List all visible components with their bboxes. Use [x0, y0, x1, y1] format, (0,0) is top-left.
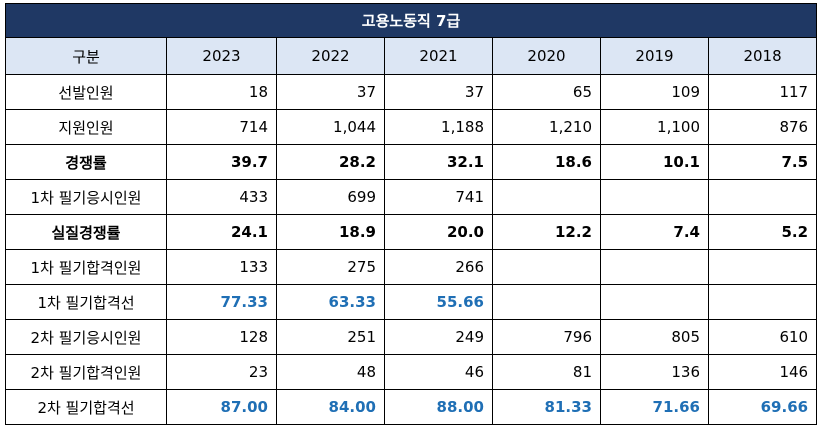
table-cell: 55.66: [384, 284, 493, 320]
table-cell: 46: [384, 354, 493, 390]
table-cell: 1,188: [384, 109, 493, 145]
table-cell: 1,210: [492, 109, 601, 145]
table-row: 지원인원 714 1,044 1,188 1,210 1,100 876: [5, 109, 818, 145]
competition-table-container: 고용노동직 7급 구분 2023 2022 2021 2020 2019 201…: [4, 3, 818, 425]
table-cell: 136: [600, 354, 709, 390]
row-label: 2차 필기합격인원: [5, 354, 167, 390]
table-cell: 741: [384, 179, 493, 215]
table-title: 고용노동직 7급: [4, 3, 818, 38]
table-cell: 28.2: [276, 144, 385, 180]
table-cell: 117: [707, 74, 818, 110]
table-cell: 714: [166, 109, 277, 145]
table-cell: 1,100: [600, 109, 709, 145]
header-year: 2018: [707, 37, 818, 75]
table-row: 경쟁률 39.7 28.2 32.1 18.6 10.1 7.5: [5, 144, 818, 180]
competition-table: 고용노동직 7급 구분 2023 2022 2021 2020 2019 201…: [4, 3, 818, 425]
table-cell: 81.33: [492, 389, 601, 425]
table-cell: 133: [166, 249, 277, 285]
header-label: 구분: [5, 37, 167, 75]
row-label: 경쟁률: [5, 144, 167, 180]
table-cell: 109: [600, 74, 709, 110]
row-label: 실질경쟁률: [5, 214, 167, 250]
table-body: 선발인원 18 37 37 65 109 117 지원인원 714 1,044 1,188 1,210…: [5, 74, 818, 425]
table-cell: 39.7: [166, 144, 277, 180]
table-cell: 48: [276, 354, 385, 390]
table-cell: 18.9: [276, 214, 385, 250]
table-cell: 88.00: [384, 389, 493, 425]
table-cell: [492, 249, 601, 285]
table-cell: 7.4: [600, 214, 709, 250]
header-year: 2021: [384, 37, 493, 75]
row-label: 지원인원: [5, 109, 167, 145]
table-cell: 20.0: [384, 214, 493, 250]
table-cell: 433: [166, 179, 277, 215]
table-cell: 146: [707, 354, 818, 390]
row-label: 1차 필기합격인원: [5, 249, 167, 285]
table-title-row: 고용노동직 7급: [4, 3, 818, 38]
table-cell: 610: [707, 319, 818, 355]
table-row: 실질경쟁률 24.1 18.9 20.0 12.2 7.4 5.2: [5, 214, 818, 250]
table-cell: 37: [384, 74, 493, 110]
table-cell: 87.00: [166, 389, 277, 425]
header-year: 2022: [276, 37, 385, 75]
table-row: 1차 필기합격선 77.33 63.33 55.66: [5, 284, 818, 320]
header-year: 2020: [492, 37, 601, 75]
table-cell: 7.5: [707, 144, 818, 180]
table-cell: 23: [166, 354, 277, 390]
table-row: 선발인원 18 37 37 65 109 117: [5, 74, 818, 110]
table-header-row: 구분 2023 2022 2021 2020 2019 2018: [5, 37, 818, 75]
table-cell: 251: [276, 319, 385, 355]
table-cell: [600, 284, 709, 320]
table-cell: 796: [492, 319, 601, 355]
table-cell: 65: [492, 74, 601, 110]
table-cell: 128: [166, 319, 277, 355]
table-cell: 699: [276, 179, 385, 215]
table-cell: 18.6: [492, 144, 601, 180]
table-cell: 84.00: [276, 389, 385, 425]
table-cell: 249: [384, 319, 493, 355]
table-cell: [707, 249, 818, 285]
table-cell: 876: [707, 109, 818, 145]
row-label: 선발인원: [5, 74, 167, 110]
table-cell: 805: [600, 319, 709, 355]
table-cell: 69.66: [707, 389, 818, 425]
table-row: 2차 필기응시인원 128 251 249 796 805 610: [5, 319, 818, 355]
table-cell: 275: [276, 249, 385, 285]
table-row: 1차 필기응시인원 433 699 741: [5, 179, 818, 215]
table-row: 2차 필기합격선 87.00 84.00 88.00 81.33 71.66 69.66: [5, 389, 818, 425]
table-cell: 71.66: [600, 389, 709, 425]
table-cell: 18: [166, 74, 277, 110]
table-cell: 12.2: [492, 214, 601, 250]
header-year: 2023: [166, 37, 277, 75]
table-cell: 5.2: [707, 214, 818, 250]
table-row: 2차 필기합격인원 23 48 46 81 136 146: [5, 354, 818, 390]
row-label: 1차 필기합격선: [5, 284, 167, 320]
row-label: 2차 필기합격선: [5, 389, 167, 425]
table-cell: 10.1: [600, 144, 709, 180]
table-cell: 63.33: [276, 284, 385, 320]
table-cell: 77.33: [166, 284, 277, 320]
table-cell: 1,044: [276, 109, 385, 145]
row-label: 2차 필기응시인원: [5, 319, 167, 355]
table-cell: [492, 284, 601, 320]
table-cell: 32.1: [384, 144, 493, 180]
table-row: 1차 필기합격인원 133 275 266: [5, 249, 818, 285]
table-cell: 266: [384, 249, 493, 285]
table-cell: [492, 179, 601, 215]
table-cell: [707, 179, 818, 215]
table-cell: 37: [276, 74, 385, 110]
table-cell: [600, 179, 709, 215]
table-cell: 24.1: [166, 214, 277, 250]
table-cell: [600, 249, 709, 285]
table-cell: [707, 284, 818, 320]
table-cell: 81: [492, 354, 601, 390]
header-year: 2019: [600, 37, 709, 75]
row-label: 1차 필기응시인원: [5, 179, 167, 215]
